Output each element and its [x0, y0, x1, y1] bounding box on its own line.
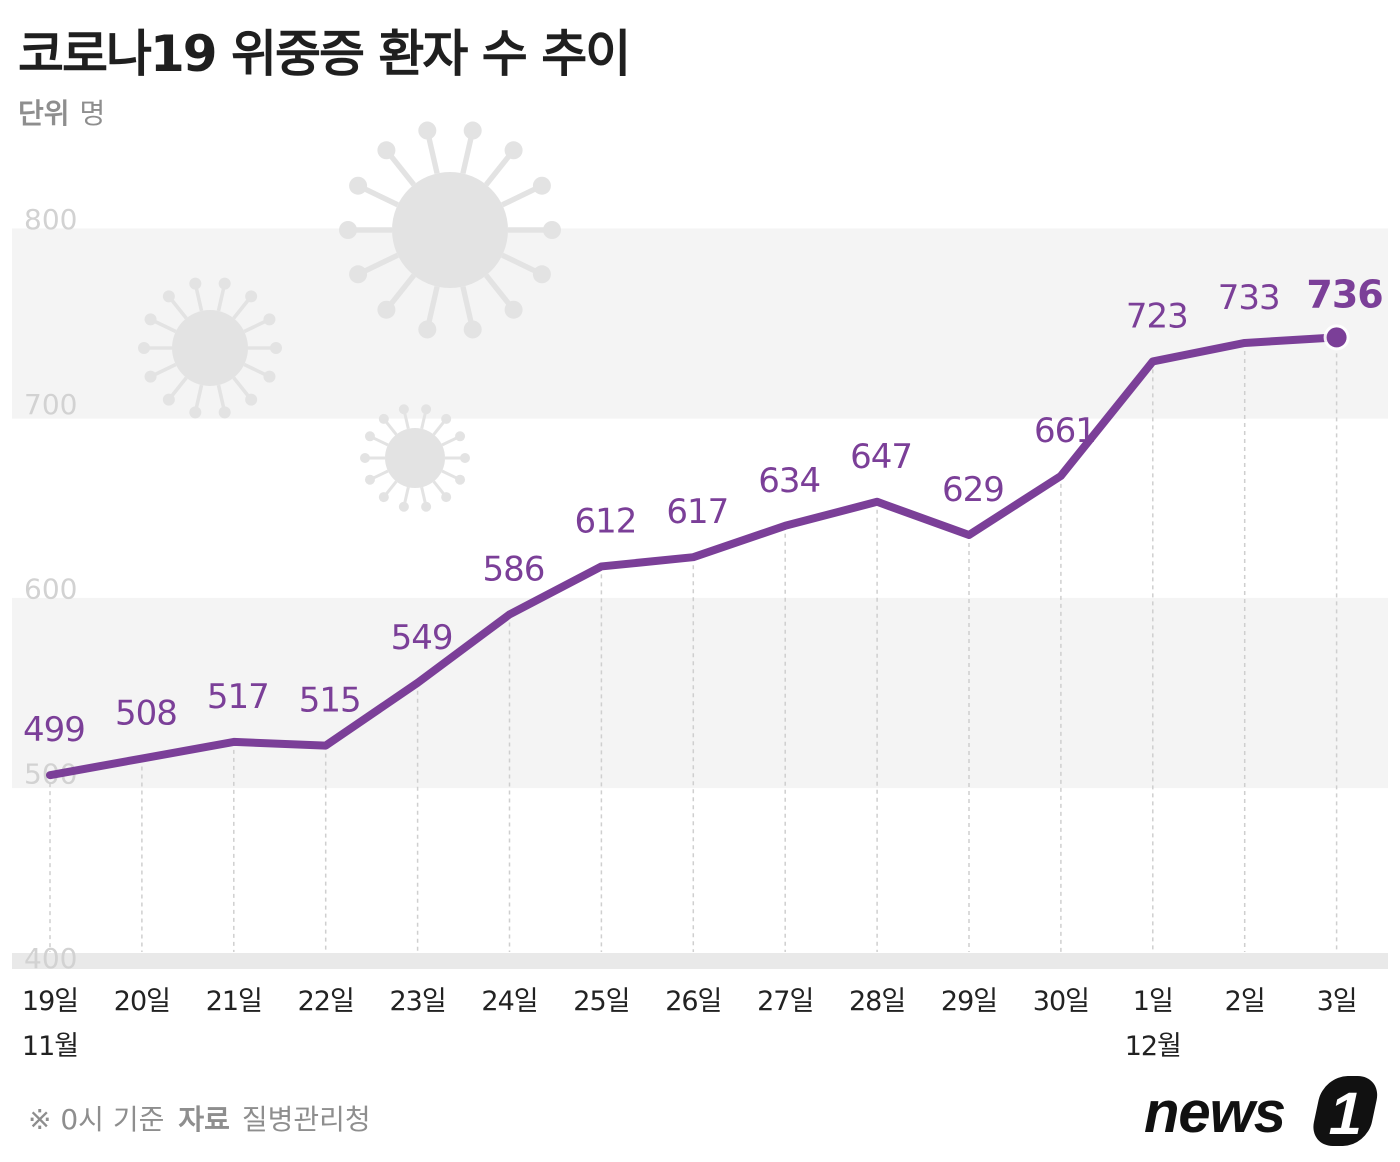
unit-caption: 단위 명: [18, 92, 105, 132]
data-label: 723: [1126, 296, 1188, 336]
vertical-gridlines: [49, 345, 1338, 952]
data-label: 617: [666, 492, 728, 532]
data-label: 736: [1306, 272, 1382, 316]
data-label: 612: [574, 501, 636, 541]
y-tick-label: 400: [24, 942, 77, 975]
data-label: 634: [758, 461, 820, 501]
virus-medium-icon: [138, 277, 282, 419]
baseline-note: ※ 0시 기준: [28, 1103, 165, 1136]
x-tick-label: 26일: [665, 986, 721, 1017]
data-label: 508: [115, 694, 177, 734]
logo-text: news: [1144, 1080, 1285, 1145]
data-label: 629: [942, 470, 1004, 510]
virus-decoration: [138, 121, 561, 512]
x-tick-label: 3일: [1317, 986, 1357, 1017]
series-line-path: [46, 333, 1341, 780]
data-label: 733: [1218, 278, 1280, 318]
data-label: 517: [207, 677, 269, 717]
x-tick-label: 28일: [849, 986, 905, 1017]
x-tick-label: 25일: [573, 986, 629, 1017]
x-axis-ticks: 19일 20일 21일 22일 23일 24일 25일 26일 27일 28일 29일 30일 1일 2일…: [22, 986, 1358, 1062]
y-tick-label: 800: [24, 203, 77, 236]
data-label: 549: [391, 618, 453, 658]
y-tick-label: 600: [24, 573, 77, 606]
x-tick-label: 24일: [481, 986, 537, 1017]
x-axis-baseline: [12, 953, 1388, 969]
source-label: 자료: [178, 1103, 230, 1136]
footer-note: ※ 0시 기준 자료 질병관리청: [28, 1098, 371, 1138]
month-label: 11월: [22, 1031, 78, 1062]
last-point-marker: [1326, 327, 1347, 348]
x-tick-label: 22일: [298, 986, 354, 1017]
virus-small-icon: [360, 404, 470, 512]
x-tick-label: 21일: [206, 986, 262, 1017]
news1-logo: news 1: [1144, 1076, 1378, 1147]
source-value: 질병관리청: [241, 1103, 371, 1136]
data-label: 647: [850, 437, 912, 477]
x-tick-label: 23일: [389, 986, 445, 1017]
x-tick-label: 20일: [114, 986, 170, 1017]
month-label: 12월: [1125, 1031, 1181, 1062]
data-label: 661: [1034, 411, 1096, 451]
unit-label: 단위: [18, 97, 70, 130]
y-tick-label: 700: [24, 388, 77, 421]
data-labels: 499 508 517 515 549 586 612 617 634 647 629 661 723 7…: [23, 272, 1384, 750]
x-tick-label: 27일: [757, 986, 813, 1017]
x-tick-label: 1일: [1133, 986, 1173, 1017]
series-line: [46, 324, 1350, 780]
logo-mark-icon: 1: [1313, 1076, 1378, 1147]
virus-large-icon: [339, 121, 561, 339]
band-lower: [12, 597, 1388, 789]
x-tick-label: 19일: [22, 986, 78, 1017]
x-tick-label: 2일: [1225, 986, 1265, 1017]
x-tick-label: 29일: [941, 986, 997, 1017]
page-title: 코로나19 위중증 환자 수 추이: [18, 25, 631, 83]
data-label: 515: [299, 681, 361, 721]
data-label: 499: [23, 710, 85, 750]
x-tick-label: 30일: [1033, 986, 1089, 1017]
data-label: 586: [483, 549, 545, 589]
unit-value: 명: [79, 97, 106, 130]
